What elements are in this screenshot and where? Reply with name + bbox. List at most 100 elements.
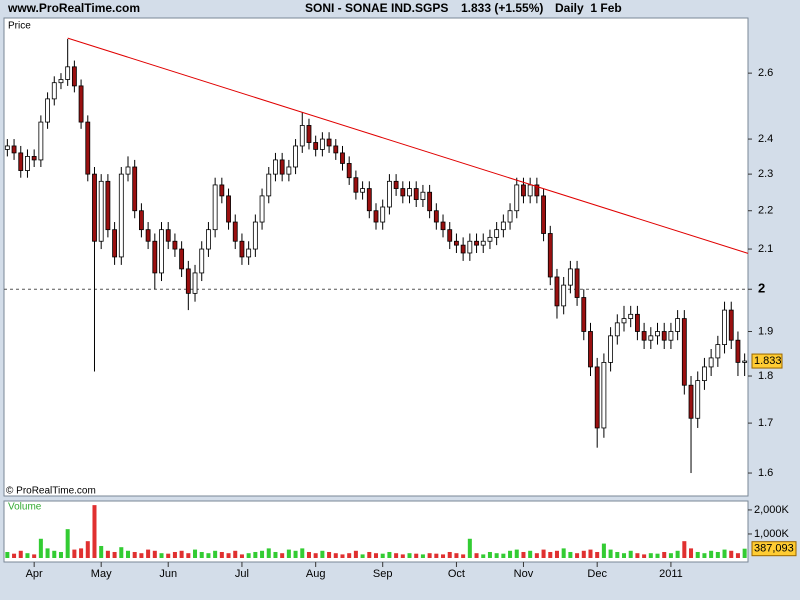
candle-body xyxy=(226,195,231,223)
quote: 1.833 (+1.55%) xyxy=(461,1,543,15)
candle-body xyxy=(507,210,513,223)
x-tick-label: 2011 xyxy=(659,568,683,580)
candle-body xyxy=(655,331,660,337)
y-tick-label: 1.8 xyxy=(758,370,773,382)
candle-body xyxy=(547,233,553,278)
volume-bar xyxy=(65,529,70,558)
volume-bar xyxy=(494,553,499,558)
candle-body xyxy=(45,98,50,123)
candle-body xyxy=(420,191,426,200)
candle-body xyxy=(521,184,526,197)
volume-tick-label: 2,000K xyxy=(754,504,790,516)
candle-body xyxy=(634,313,640,332)
volume-bar xyxy=(695,551,700,558)
volume-bar xyxy=(327,551,332,558)
y-tick-label: 1.6 xyxy=(758,467,773,479)
volume-bar xyxy=(588,549,593,558)
volume-bar xyxy=(253,551,258,558)
candle-body xyxy=(65,66,71,80)
volume-bar xyxy=(333,553,338,558)
volume-bar xyxy=(226,553,231,558)
volume-bar xyxy=(219,551,224,558)
candle-body xyxy=(273,159,278,175)
last-volume-box xyxy=(751,541,797,557)
candle-body xyxy=(474,240,479,246)
volume-bar xyxy=(689,548,694,558)
last-price-box xyxy=(751,353,783,369)
volume-bar xyxy=(534,553,539,558)
volume-bar xyxy=(461,554,466,558)
volume-bar xyxy=(25,553,30,558)
volume-bar xyxy=(501,553,506,558)
candle-body xyxy=(360,188,366,193)
candle-body xyxy=(353,177,359,193)
candle-body xyxy=(541,195,546,234)
volume-bar xyxy=(206,553,211,558)
volume-bar xyxy=(709,550,714,558)
volume-bar xyxy=(213,550,218,558)
last-price-label: 1.833 xyxy=(754,355,782,367)
candle-body xyxy=(614,322,620,337)
candle-body xyxy=(440,221,446,231)
volume-bar xyxy=(293,550,298,558)
volume-bar xyxy=(79,548,84,558)
candle-body xyxy=(675,318,681,332)
candle-body xyxy=(380,206,386,223)
candle-body xyxy=(51,82,57,100)
volume-bar xyxy=(434,553,439,558)
x-tick-label: Sep xyxy=(373,568,393,580)
volume-bar xyxy=(407,553,412,558)
candle-body xyxy=(413,188,419,200)
volume-bar xyxy=(561,548,566,558)
candle-body xyxy=(554,276,560,307)
volume-bar xyxy=(92,505,97,558)
volume-bar xyxy=(280,553,285,558)
candle-body xyxy=(172,240,178,250)
volume-bar xyxy=(541,549,546,558)
volume-bar xyxy=(32,554,37,558)
candle-body xyxy=(447,229,453,242)
volume-bar xyxy=(172,551,177,558)
candle-body xyxy=(608,335,614,363)
volume-bar xyxy=(414,553,419,558)
candle-body xyxy=(340,152,345,164)
candle-body xyxy=(454,240,459,246)
volume-bar xyxy=(621,553,627,558)
volume-bar xyxy=(554,550,559,558)
volume-bar xyxy=(52,550,57,558)
candle-body xyxy=(4,145,10,150)
volume-bar xyxy=(300,548,305,558)
candle-body xyxy=(11,145,17,154)
volume-bar xyxy=(722,549,727,558)
volume-bar xyxy=(119,547,124,558)
candle-body xyxy=(460,244,466,254)
candle-body xyxy=(574,268,580,298)
candle-body xyxy=(98,180,104,242)
candle-body xyxy=(715,344,721,359)
candle-body xyxy=(239,240,245,258)
candle-body xyxy=(159,229,164,274)
candle-body xyxy=(38,121,44,161)
volume-bar xyxy=(166,553,171,558)
candle-body xyxy=(259,195,265,223)
volume-bar xyxy=(5,551,10,558)
volume-bar xyxy=(668,553,673,558)
candle-body xyxy=(58,79,64,84)
volume-bar xyxy=(675,550,680,558)
candle-body xyxy=(299,125,305,147)
volume-bar xyxy=(12,553,17,558)
y-tick-label: 1.7 xyxy=(758,417,773,429)
volume-bar xyxy=(729,550,734,558)
volume-bar xyxy=(85,541,90,558)
volume-bar xyxy=(146,549,151,558)
last-volume-label: 387,093 xyxy=(754,543,794,555)
volume-bar xyxy=(682,541,687,558)
candle-body xyxy=(313,142,319,150)
volume-bar xyxy=(548,551,553,558)
candle-body xyxy=(18,152,24,171)
volume-bar xyxy=(702,553,707,558)
candle-body xyxy=(346,163,352,179)
volume-bar xyxy=(581,550,586,558)
candle-body xyxy=(333,145,339,154)
candle-body xyxy=(581,297,587,332)
